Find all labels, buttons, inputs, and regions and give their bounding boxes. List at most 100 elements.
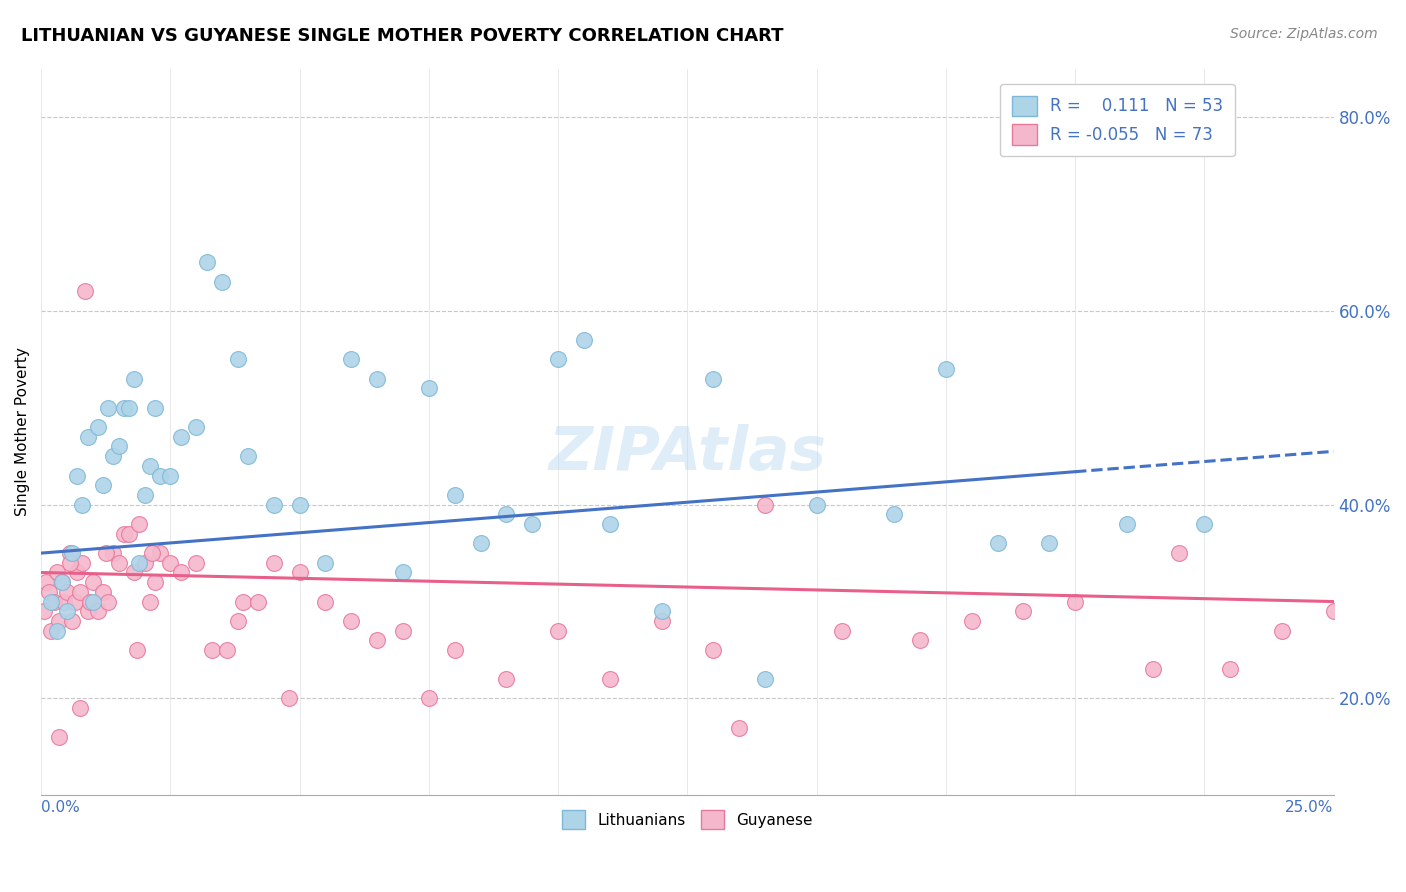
Point (186, 556, 208, 570)
Point (1323, 604, 1346, 618)
Point (831, 624, 853, 638)
Point (159, 468, 181, 483)
Point (651, 614, 673, 628)
Point (186, 420, 208, 434)
Point (1219, 662, 1241, 676)
Point (201, 643, 224, 657)
Point (263, 498, 285, 512)
Point (495, 672, 517, 686)
Point (418, 381, 440, 395)
Point (48, 614, 70, 628)
Point (236, 449, 259, 463)
Point (143, 575, 166, 590)
Point (217, 643, 239, 657)
Point (58, 556, 80, 570)
Point (107, 440, 129, 454)
Point (572, 333, 595, 347)
Point (128, 556, 150, 570)
Point (908, 633, 931, 648)
Point (418, 691, 440, 706)
Point (226, 614, 249, 628)
Point (159, 556, 181, 570)
Point (87, 420, 110, 434)
Point (112, 401, 135, 415)
Point (247, 594, 270, 608)
Point (1012, 604, 1035, 618)
Point (226, 352, 249, 367)
Point (82, 594, 104, 608)
Point (91, 585, 114, 599)
Point (118, 401, 141, 415)
Text: 0.0%: 0.0% (41, 800, 80, 815)
Point (56, 604, 79, 618)
Point (51, 575, 73, 590)
Point (314, 556, 336, 570)
Text: Source: ZipAtlas.com: Source: ZipAtlas.com (1230, 27, 1378, 41)
Text: ZIPAtlas: ZIPAtlas (548, 425, 827, 483)
Point (79, 594, 101, 608)
Point (547, 624, 569, 638)
Point (63, 594, 86, 608)
Point (143, 401, 166, 415)
Point (45, 624, 67, 638)
Point (66, 566, 89, 580)
Point (42, 594, 65, 608)
Point (754, 672, 776, 686)
Point (288, 566, 311, 580)
Point (211, 275, 233, 289)
Point (122, 566, 145, 580)
Point (547, 352, 569, 367)
Point (97, 401, 120, 415)
Point (495, 508, 517, 522)
Point (651, 604, 673, 618)
Point (53, 594, 76, 608)
Point (1115, 516, 1137, 531)
Text: 25.0%: 25.0% (1285, 800, 1334, 815)
Point (1194, 516, 1216, 531)
Point (392, 566, 415, 580)
Point (138, 594, 160, 608)
Point (91, 478, 114, 492)
Point (366, 371, 388, 385)
Point (702, 371, 724, 385)
Point (66, 468, 89, 483)
Point (41, 624, 63, 638)
Point (141, 546, 163, 560)
Point (935, 362, 957, 376)
Point (51, 575, 73, 590)
Point (128, 516, 150, 531)
Point (97, 594, 120, 608)
Point (69, 701, 91, 715)
Point (599, 516, 621, 531)
Point (599, 672, 621, 686)
Point (170, 566, 193, 580)
Point (112, 526, 135, 541)
Point (1142, 662, 1164, 676)
Point (522, 516, 544, 531)
Point (41, 594, 63, 608)
Point (82, 575, 104, 590)
Point (125, 643, 148, 657)
Text: LITHUANIAN VS GUYANESE SINGLE MOTHER POVERTY CORRELATION CHART: LITHUANIAN VS GUYANESE SINGLE MOTHER POV… (21, 27, 783, 45)
Point (314, 594, 336, 608)
Point (69, 585, 91, 599)
Point (72, 498, 94, 512)
Y-axis label: Single Mother Poverty: Single Mother Poverty (15, 348, 30, 516)
Point (76, 430, 98, 444)
Point (443, 488, 465, 502)
Point (702, 643, 724, 657)
Point (232, 594, 254, 608)
Point (170, 430, 193, 444)
Point (60, 614, 83, 628)
Point (195, 255, 218, 269)
Point (149, 468, 172, 483)
Point (60, 546, 83, 560)
Point (263, 556, 285, 570)
Point (149, 546, 172, 560)
Point (340, 352, 363, 367)
Point (107, 556, 129, 570)
Point (58, 546, 80, 560)
Point (38, 585, 60, 599)
Point (470, 536, 492, 550)
Point (48, 731, 70, 745)
